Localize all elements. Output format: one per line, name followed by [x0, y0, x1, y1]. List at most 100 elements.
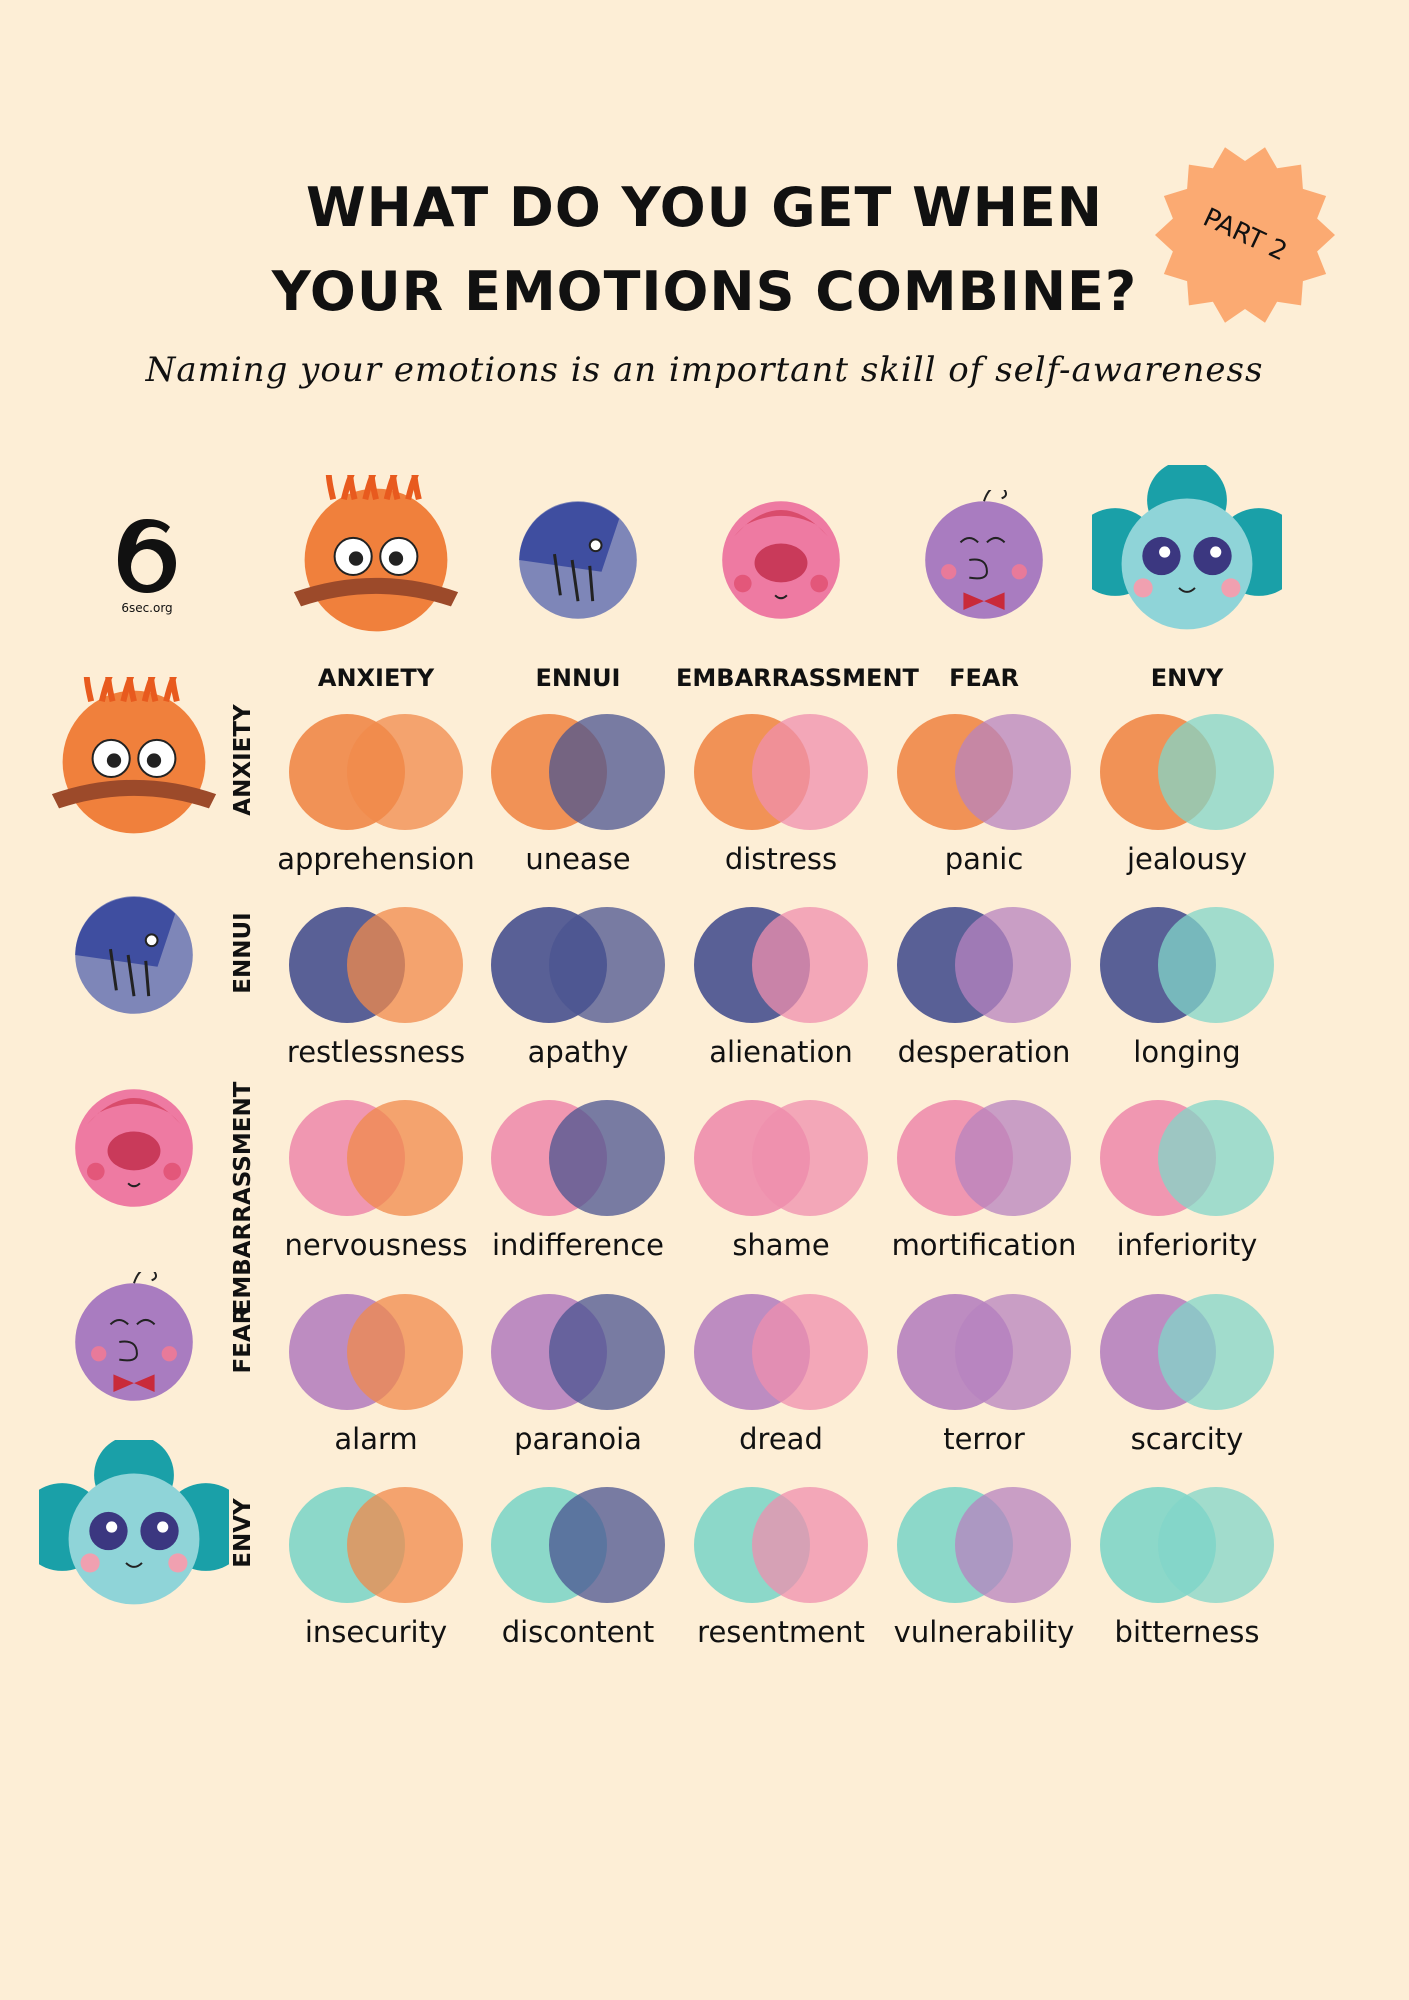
venn-circle-column — [1158, 1487, 1274, 1603]
starburst-icon — [1155, 147, 1335, 323]
column-header-fear: FEAR — [949, 664, 1019, 692]
venn-embarrassment-embarrassment — [694, 1100, 868, 1220]
venn-circle-column — [955, 714, 1071, 830]
row-header-label: ENVY — [230, 1498, 256, 1568]
column-header-anxiety: ANXIETY — [317, 664, 435, 692]
row-header-label: ENNUI — [230, 912, 256, 994]
venn-fear-anxiety — [289, 1294, 463, 1414]
column-envy-face-icon — [1071, 460, 1303, 659]
venn-circle-column — [955, 1294, 1071, 1410]
venn-ennui-fear — [897, 907, 1071, 1027]
venn-circle-column — [549, 714, 665, 830]
combined-emotion-anxiety-envy: jealousy — [1126, 842, 1248, 876]
combined-emotion-fear-anxiety: alarm — [334, 1422, 418, 1456]
combined-emotion-ennui-fear: desperation — [897, 1035, 1071, 1069]
title-line-1: WHAT DO YOU GET WHEN — [306, 176, 1103, 239]
venn-circle-column — [347, 907, 463, 1023]
venn-envy-anxiety — [289, 1487, 463, 1607]
column-ennui-face-icon — [508, 490, 648, 634]
venn-circle-column — [1158, 714, 1274, 830]
combined-emotion-anxiety-embarrassment: distress — [724, 842, 838, 876]
column-fear-face-icon — [914, 485, 1054, 634]
combined-emotion-embarrassment-envy: inferiority — [1116, 1228, 1258, 1262]
combined-emotion-envy-embarrassment: resentment — [697, 1615, 865, 1649]
venn-circle-column — [347, 1294, 463, 1410]
row-header-label: EMBARRASSMENT — [230, 1081, 256, 1315]
venn-circle-column — [549, 1487, 665, 1603]
venn-circle-column — [549, 1294, 665, 1410]
logo-icon — [118, 519, 176, 593]
venn-ennui-ennui — [491, 907, 665, 1027]
venn-embarrassment-envy — [1100, 1100, 1274, 1220]
combined-emotion-ennui-envy: longing — [1133, 1035, 1241, 1069]
venn-circle-column — [347, 714, 463, 830]
column-embarrassment-face-icon — [711, 490, 851, 634]
venn-circle-column — [955, 1487, 1071, 1603]
logo: 6sec.org — [112, 515, 182, 615]
venn-circle-column — [347, 1100, 463, 1216]
venn-circle-column — [955, 907, 1071, 1023]
combined-emotion-anxiety-ennui: unease — [525, 842, 631, 876]
venn-ennui-embarrassment — [694, 907, 868, 1027]
venn-embarrassment-anxiety — [289, 1100, 463, 1220]
row-header-label: ANXIETY — [230, 704, 256, 816]
combined-emotion-anxiety-fear: panic — [944, 842, 1024, 876]
row-header-label: FEAR — [230, 1306, 256, 1374]
venn-circle-column — [955, 1100, 1071, 1216]
combined-emotion-embarrassment-ennui: indifference — [491, 1228, 665, 1262]
combined-emotion-embarrassment-fear: mortification — [891, 1228, 1077, 1262]
venn-fear-embarrassment — [694, 1294, 868, 1414]
combined-emotion-embarrassment-anxiety: nervousness — [284, 1228, 468, 1262]
combined-emotion-fear-fear: terror — [943, 1422, 1025, 1456]
venn-fear-envy — [1100, 1294, 1274, 1414]
venn-circle-column — [752, 714, 868, 830]
venn-anxiety-envy — [1100, 714, 1274, 834]
venn-ennui-anxiety — [289, 907, 463, 1027]
venn-ennui-envy — [1100, 907, 1274, 1027]
venn-anxiety-fear — [897, 714, 1071, 834]
logo-text: 6sec.org — [121, 601, 173, 615]
venn-circle-column — [549, 907, 665, 1023]
venn-circle-column — [549, 1100, 665, 1216]
row-ennui-face-icon — [64, 885, 204, 1029]
subtitle: Naming your emotions is an important ski… — [145, 350, 1264, 390]
column-anxiety-face-icon — [291, 465, 461, 649]
venn-fear-fear — [897, 1294, 1071, 1414]
combined-emotion-ennui-embarrassment: alienation — [709, 1035, 853, 1069]
row-fear-face-icon — [64, 1267, 204, 1416]
combined-emotion-envy-fear: vulnerability — [893, 1615, 1075, 1649]
title-line-2: YOUR EMOTIONS COMBINE? — [271, 260, 1138, 323]
venn-circle-column — [1158, 1294, 1274, 1410]
venn-circle-column — [347, 1487, 463, 1603]
combined-emotion-ennui-anxiety: restlessness — [286, 1035, 466, 1069]
venn-envy-envy — [1100, 1487, 1274, 1607]
combined-emotion-envy-envy: bitterness — [1114, 1615, 1260, 1649]
part-badge: PART 2 — [1150, 140, 1340, 330]
venn-envy-embarrassment — [694, 1487, 868, 1607]
venn-circle-column — [1158, 907, 1274, 1023]
venn-anxiety-ennui — [491, 714, 665, 834]
column-header-ennui: ENNUI — [535, 664, 621, 692]
venn-embarrassment-fear — [897, 1100, 1071, 1220]
combined-emotion-ennui-ennui: apathy — [527, 1035, 629, 1069]
combined-emotion-fear-embarrassment: dread — [739, 1422, 823, 1456]
column-header-embarrassment: EMBARRASSMENT — [676, 664, 919, 692]
venn-anxiety-embarrassment — [694, 714, 868, 834]
venn-circle-column — [752, 1487, 868, 1603]
row-embarrassment-face-icon — [64, 1078, 204, 1222]
combined-emotion-envy-ennui: discontent — [501, 1615, 655, 1649]
venn-circle-column — [752, 907, 868, 1023]
venn-envy-fear — [897, 1487, 1071, 1607]
combined-emotion-fear-envy: scarcity — [1130, 1422, 1244, 1456]
combined-emotion-anxiety-anxiety: apprehension — [277, 842, 475, 876]
row-envy-face-icon — [18, 1435, 250, 1634]
column-header-envy: ENVY — [1150, 664, 1224, 692]
venn-circle-column — [1158, 1100, 1274, 1216]
page-title: WHAT DO YOU GET WHEN YOUR EMOTIONS COMBI… — [0, 166, 1409, 334]
combined-emotion-fear-ennui: paranoia — [514, 1422, 642, 1456]
venn-envy-ennui — [491, 1487, 665, 1607]
venn-circle-column — [752, 1100, 868, 1216]
venn-fear-ennui — [491, 1294, 665, 1414]
venn-anxiety-anxiety — [289, 714, 463, 834]
row-anxiety-face-icon — [49, 667, 219, 851]
